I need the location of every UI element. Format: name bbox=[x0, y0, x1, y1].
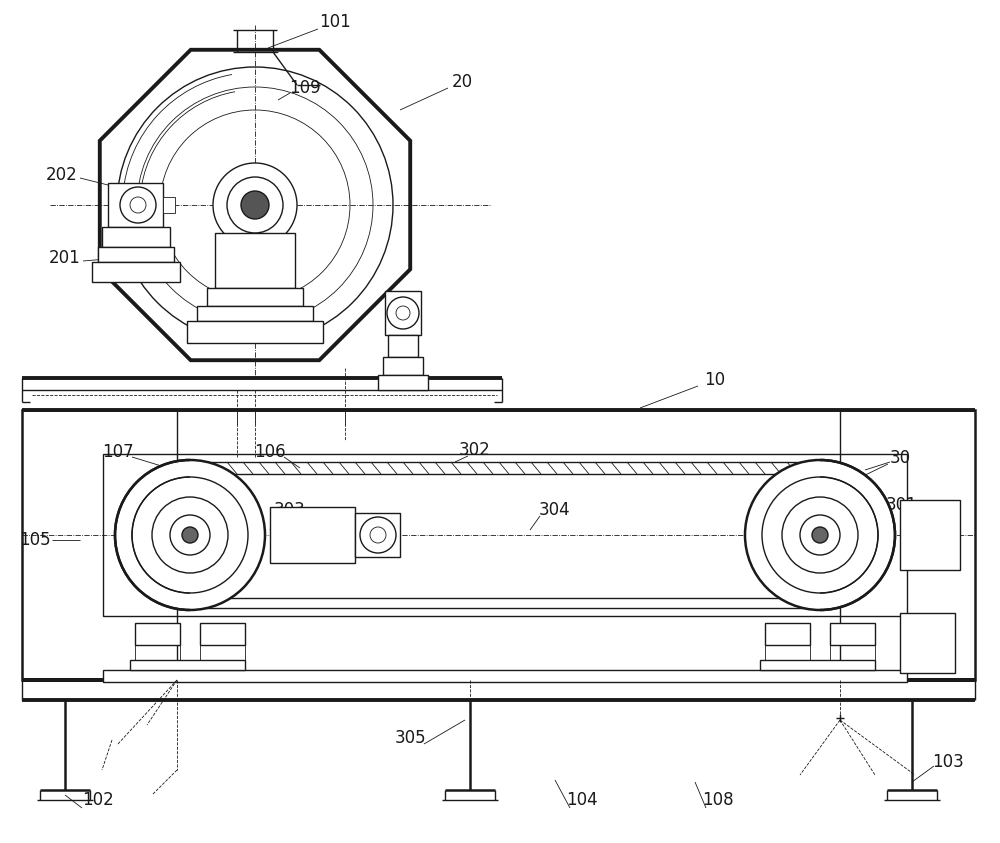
Text: 201: 201 bbox=[49, 249, 81, 267]
Bar bbox=[900, 500, 960, 570]
Bar bbox=[383, 357, 423, 375]
Text: 303: 303 bbox=[274, 501, 306, 519]
Circle shape bbox=[812, 527, 828, 543]
Text: 301: 301 bbox=[886, 496, 918, 514]
Bar bbox=[765, 645, 810, 660]
Bar bbox=[388, 335, 418, 357]
Bar bbox=[103, 454, 907, 616]
Circle shape bbox=[241, 191, 269, 219]
Bar bbox=[135, 623, 180, 645]
Bar bbox=[103, 670, 907, 682]
Text: 104: 104 bbox=[566, 791, 598, 809]
Bar bbox=[760, 660, 875, 670]
Circle shape bbox=[182, 527, 198, 543]
Text: 108: 108 bbox=[702, 791, 734, 809]
Text: 20: 20 bbox=[451, 73, 473, 91]
Bar bbox=[197, 306, 313, 321]
Bar bbox=[378, 375, 428, 390]
Circle shape bbox=[213, 163, 297, 247]
Bar bbox=[200, 645, 245, 660]
Bar bbox=[163, 197, 175, 213]
Text: 106: 106 bbox=[254, 443, 286, 461]
Bar bbox=[215, 233, 295, 288]
Bar bbox=[102, 227, 170, 247]
Text: 305: 305 bbox=[394, 729, 426, 747]
Bar bbox=[207, 288, 303, 306]
Bar bbox=[765, 623, 810, 645]
Bar bbox=[830, 645, 875, 660]
Bar bbox=[98, 247, 174, 262]
Bar bbox=[830, 623, 875, 645]
Text: 102: 102 bbox=[82, 791, 114, 809]
Text: 202: 202 bbox=[46, 166, 78, 184]
Text: 105: 105 bbox=[19, 531, 51, 549]
Bar bbox=[22, 410, 975, 680]
Circle shape bbox=[115, 460, 265, 610]
Bar bbox=[92, 262, 180, 282]
Bar bbox=[355, 513, 400, 557]
Text: 109: 109 bbox=[289, 79, 321, 97]
Bar bbox=[135, 645, 180, 660]
Bar bbox=[900, 613, 955, 673]
Bar bbox=[108, 183, 163, 227]
Text: 302: 302 bbox=[459, 441, 491, 459]
Circle shape bbox=[745, 460, 895, 610]
Polygon shape bbox=[100, 50, 410, 360]
Bar bbox=[385, 291, 421, 335]
Bar bbox=[187, 321, 323, 343]
Text: 107: 107 bbox=[102, 443, 134, 461]
Bar bbox=[270, 507, 355, 563]
Text: 304: 304 bbox=[539, 501, 571, 519]
Text: 10: 10 bbox=[704, 371, 726, 389]
Text: 103: 103 bbox=[932, 753, 964, 771]
Bar bbox=[130, 660, 245, 670]
Text: 30: 30 bbox=[889, 449, 911, 467]
Text: 101: 101 bbox=[319, 13, 351, 31]
Bar bbox=[200, 623, 245, 645]
